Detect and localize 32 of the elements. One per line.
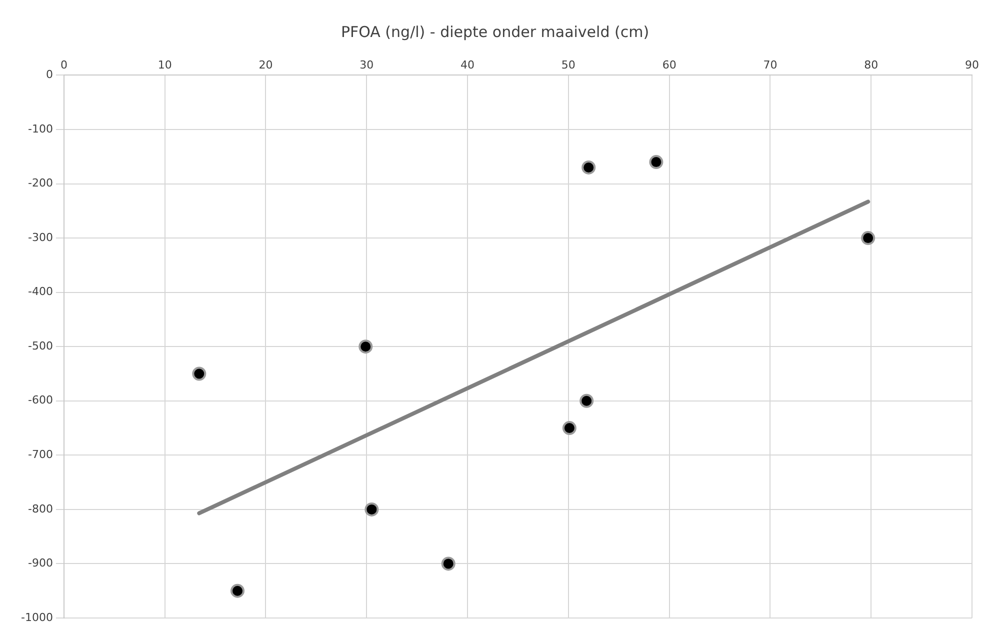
y-tick-label: -700 [28, 448, 53, 462]
y-tick-label: -500 [28, 339, 53, 352]
chart-title: PFOA (ng/l) - diepte onder maaiveld (cm) [340, 22, 650, 41]
x-tick-label: 20 [258, 58, 273, 72]
y-tick-label: -600 [28, 394, 53, 407]
y-tick-label: -1000 [20, 610, 53, 624]
y-tick-label: -400 [28, 285, 53, 298]
point [358, 340, 373, 354]
point [580, 394, 594, 408]
point [861, 231, 876, 246]
point [562, 421, 576, 436]
y-tick-label: -300 [28, 230, 53, 244]
x-tick-label: 80 [864, 58, 878, 72]
y-tick-label: -800 [28, 502, 53, 516]
x-tick-label: 60 [662, 58, 676, 72]
y-tick-label: -100 [28, 122, 53, 136]
point [649, 155, 664, 170]
x-tick-label: 90 [965, 58, 979, 72]
x-tick-label: 0 [60, 58, 68, 72]
point [582, 160, 596, 174]
point [364, 502, 379, 516]
x-tick-label: 50 [561, 58, 576, 72]
y-tick-label: -200 [28, 176, 53, 190]
point [230, 584, 244, 598]
x-tick-label: 40 [460, 58, 475, 72]
point [441, 556, 456, 571]
x-tick-label: 70 [763, 58, 778, 72]
y-tick-label: -900 [28, 556, 53, 570]
x-tick-label: 30 [360, 58, 374, 72]
y-tick-label: 0 [46, 68, 53, 82]
x-tick-label: 10 [158, 58, 172, 72]
point [192, 366, 206, 381]
